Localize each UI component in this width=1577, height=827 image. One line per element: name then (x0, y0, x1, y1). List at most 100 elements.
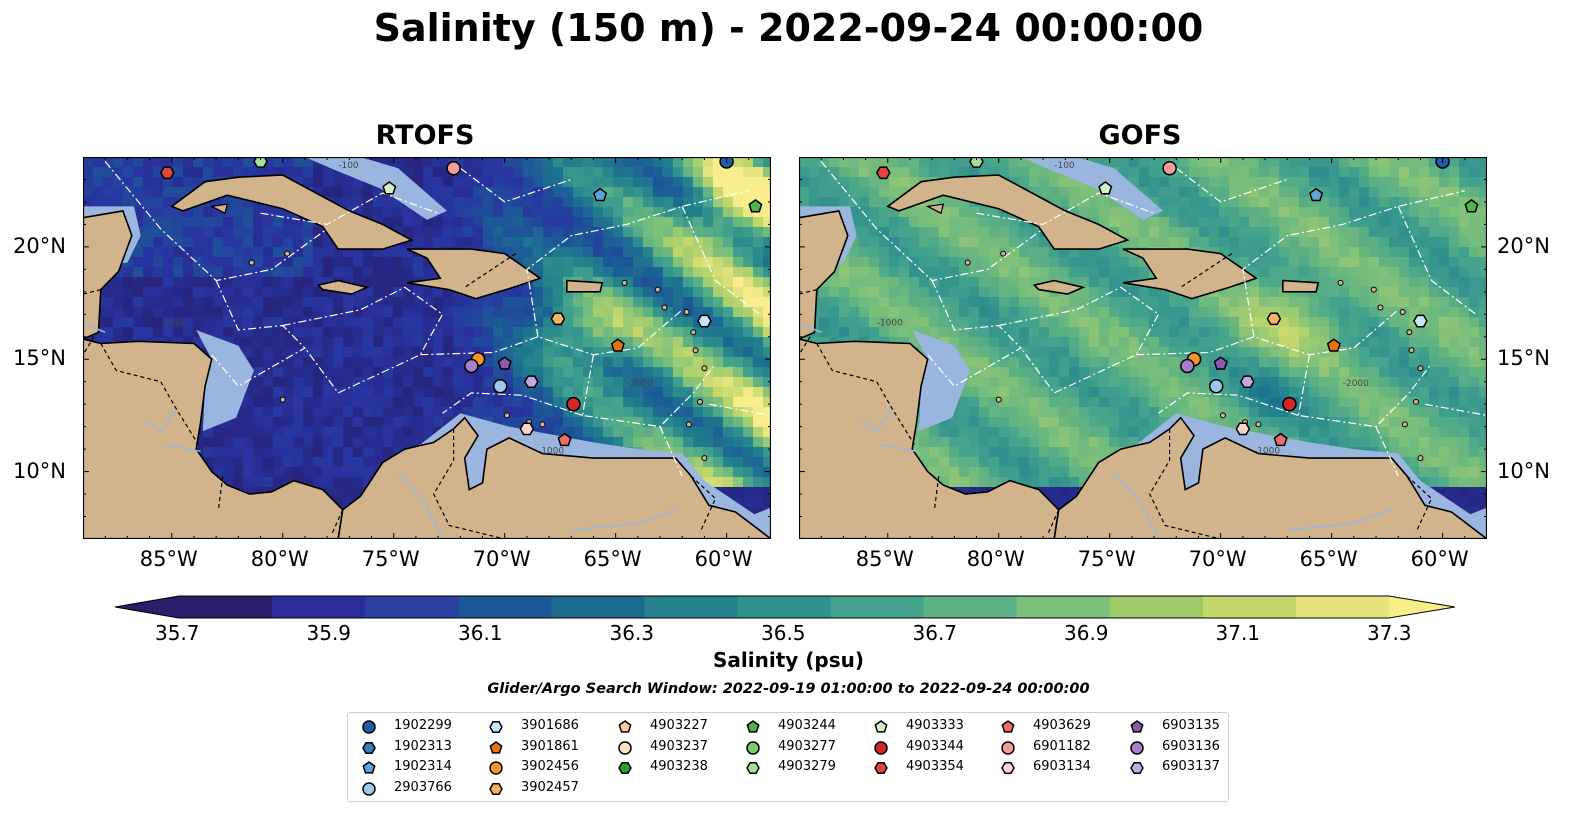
hexagon-icon (746, 762, 760, 774)
float-4903344-marker (566, 396, 581, 412)
pentagon-icon (1001, 720, 1015, 733)
colorbar-tick-label: 35.9 (306, 621, 352, 645)
colorbar-tick-label: 36.1 (458, 621, 503, 645)
legend-entry-label: 4903279 (778, 759, 836, 774)
colorbar-segment (458, 596, 552, 618)
float-4903333-marker (1098, 181, 1113, 195)
lon-tick-label: 60°W (694, 547, 753, 571)
circle-icon (362, 781, 376, 796)
colorbar-extend-low (115, 596, 179, 618)
colorbar-segment (1109, 596, 1204, 618)
float-3902457-marker (550, 312, 566, 326)
legend-entry-label: 6903135 (1162, 718, 1220, 733)
legend-entry-label: 4903227 (650, 718, 708, 733)
colorbar-tick-label: 36.5 (761, 621, 806, 645)
gofs-map[interactable]: -1000 -100 -2000 -1000 (799, 157, 1487, 539)
colorbar-tick-label: 37.1 (1215, 621, 1261, 645)
float-6901182-marker (446, 160, 461, 176)
legend-entry-label: 2903766 (394, 779, 452, 795)
axis-ticks (799, 157, 1487, 539)
pentagon-icon (874, 720, 888, 733)
circle-icon (746, 740, 760, 755)
hexagon-icon (489, 721, 503, 733)
colorbar-segment (1016, 596, 1111, 618)
float-6903136-marker (1180, 358, 1195, 374)
lat-tick-label-left: 10°N (13, 458, 66, 483)
pentagon-icon (618, 720, 632, 733)
float-legend: 1902299 1902313 1902314 2903766 3901686 39018… (347, 712, 1229, 802)
pentagon-icon (1130, 720, 1144, 733)
lon-tick-label: 80°W (250, 547, 309, 571)
float-6903134-marker (1235, 422, 1251, 436)
legend-entry-label: 4903237 (650, 738, 708, 754)
observation-markers (159, 157, 763, 447)
float-4903244-marker (1464, 198, 1479, 213)
lat-tick-label-right: 15°N (1497, 346, 1550, 371)
colorbar-segment (923, 596, 1018, 618)
contour-label: -1000 (1254, 447, 1280, 457)
float-2903766-marker (492, 378, 508, 394)
lon-tick-label: 70°W (1188, 547, 1247, 571)
legend-entry-label: 6901182 (1033, 738, 1091, 754)
pentagon-icon (362, 761, 376, 774)
float-3901861-marker (610, 338, 625, 352)
legend-entry-label: 4903277 (778, 738, 836, 754)
colorbar-segment (365, 596, 459, 618)
contour-label: -100 (338, 161, 359, 171)
float-1902314-marker (1309, 187, 1324, 202)
eez-boundaries (820, 161, 1487, 477)
colorbar-extend-high (1389, 596, 1455, 618)
country-borders (799, 253, 1433, 539)
colorbar-segment (1202, 596, 1297, 618)
float-6903137-marker (1239, 375, 1255, 389)
colorbar-segment (830, 596, 925, 618)
hexagon-icon (1130, 762, 1144, 774)
float-4903344-marker (1282, 396, 1297, 412)
lon-tick-label: 75°W (1077, 547, 1136, 571)
float-2903766-marker (1208, 378, 1224, 394)
float-3901686-marker (1413, 314, 1428, 328)
float-6901182-marker (1162, 160, 1177, 176)
contour-label: -1000 (538, 447, 564, 457)
float-4903629-marker (557, 432, 572, 447)
colorbar-tick-label: 37.3 (1367, 621, 1412, 645)
legend-entry-label: 4903238 (650, 759, 708, 774)
legend-entry-label: 6903137 (1162, 759, 1220, 774)
float-6903135-marker (1213, 356, 1228, 370)
contour-label: -2000 (627, 379, 653, 389)
lat-tick-label-right: 20°N (1497, 233, 1550, 258)
hexagon-icon (1001, 762, 1015, 774)
map-title-rtofs: RTOFS (375, 120, 475, 151)
colorbar-segment (1295, 596, 1390, 618)
colorbar-tick-label: 35.7 (155, 621, 200, 645)
colorbar-label: Salinity (psu) (712, 648, 864, 672)
lon-tick-label: 85°W (855, 547, 914, 571)
pentagon-icon (746, 720, 760, 733)
float-1902314-marker (593, 187, 608, 202)
legend-entry-label: 4903354 (906, 759, 964, 774)
float-3901686-marker (697, 314, 712, 328)
circle-icon (1130, 740, 1144, 755)
legend-entry-label: 3902456 (521, 759, 579, 774)
float-3902457-marker (1266, 312, 1282, 326)
lon-tick-label: 70°W (472, 547, 531, 571)
lon-tick-label: 85°W (139, 547, 198, 571)
legend-entry-label: 6903136 (1162, 738, 1220, 754)
rtofs-map[interactable]: -1000 -100 -2000 -1000 (83, 157, 771, 539)
colorbar-tick-label: 36.7 (912, 621, 958, 645)
map-title-gofs: GOFS (1098, 120, 1182, 151)
contour-label: -1000 (877, 319, 903, 329)
legend-entry-label: 3901686 (521, 718, 579, 733)
circle-icon (362, 720, 376, 734)
float-6903135-marker (497, 356, 512, 370)
float-4903354-marker (875, 166, 891, 180)
contour-label: -100 (1054, 161, 1075, 171)
lon-tick-label: 65°W (1299, 547, 1358, 571)
float-3901861-marker (1326, 338, 1341, 352)
hexagon-icon (618, 762, 632, 774)
hexagon-icon (489, 782, 503, 795)
legend-entry-label: 1902313 (394, 738, 452, 754)
legend-entry-label: 1902314 (394, 759, 452, 774)
pentagon-icon (489, 740, 503, 754)
figure-title: Salinity (150 m) - 2022-09-24 00:00:00 (373, 6, 1204, 50)
